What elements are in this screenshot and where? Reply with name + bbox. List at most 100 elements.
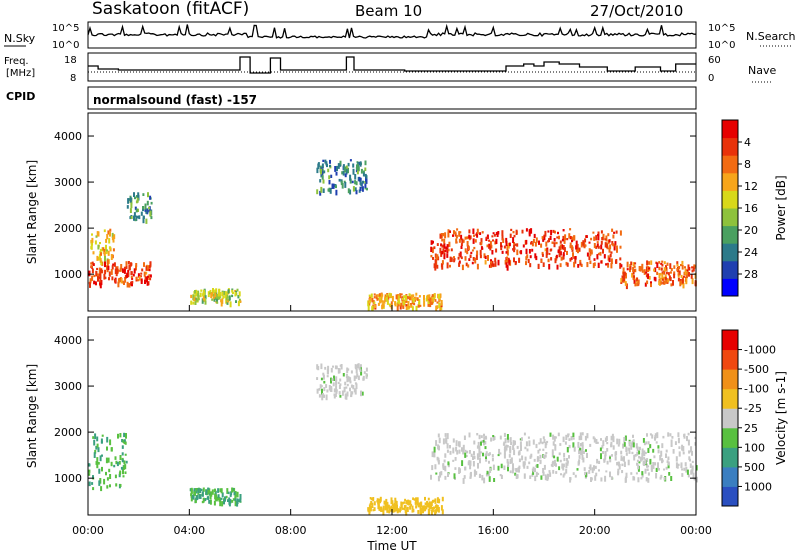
data-cell (232, 291, 234, 294)
data-cell (327, 168, 330, 173)
data-cell (628, 447, 631, 451)
data-cell (433, 451, 436, 458)
time-tick-label: 12:00 (376, 524, 408, 537)
data-cell (686, 269, 689, 272)
data-cell (626, 261, 629, 268)
data-cell (120, 264, 123, 269)
data-cell (597, 262, 600, 268)
data-cell (600, 453, 602, 460)
data-cell (108, 246, 111, 250)
data-cell (684, 268, 687, 275)
data-cell (542, 238, 545, 242)
data-cell (114, 456, 117, 460)
data-cell (410, 503, 413, 507)
data-cell (356, 363, 359, 369)
data-cell (534, 241, 537, 247)
data-cell (480, 435, 483, 439)
data-cell (97, 462, 100, 465)
data-cell (586, 433, 589, 439)
data-cell (231, 500, 234, 503)
data-cell (543, 455, 546, 459)
data-cell (680, 281, 683, 285)
data-cell (96, 255, 99, 261)
data-cell (339, 164, 342, 167)
data-cell (646, 468, 649, 471)
data-cell (569, 258, 572, 262)
data-cell (349, 380, 352, 384)
data-cell (563, 239, 566, 244)
data-cell (476, 433, 479, 436)
data-cell (129, 262, 132, 267)
data-cell (691, 278, 694, 285)
data-cell (624, 281, 627, 286)
data-cell (546, 249, 548, 256)
data-cell (479, 457, 481, 464)
data-cell (227, 491, 230, 495)
data-cell (473, 234, 475, 237)
data-cell (494, 261, 497, 267)
data-cell (393, 504, 395, 509)
data-cell (691, 460, 694, 463)
data-cell (464, 248, 467, 253)
data-cell (465, 262, 468, 267)
data-cell (427, 301, 430, 307)
data-cell (123, 439, 126, 442)
data-cell (690, 447, 692, 453)
data-cell (514, 440, 516, 445)
data-cell (525, 256, 528, 261)
data-cell (121, 268, 124, 271)
data-cell (641, 453, 644, 458)
data-cell (236, 288, 239, 292)
data-cell (104, 269, 107, 275)
data-cell (581, 432, 584, 436)
data-cell (326, 368, 329, 375)
data-cell (662, 435, 665, 439)
data-cell (676, 263, 679, 267)
freq-left-tick-bottom: 8 (70, 73, 76, 84)
data-cell (194, 499, 197, 503)
data-cell (632, 262, 635, 267)
data-cell (543, 464, 546, 470)
data-cell (142, 216, 145, 219)
data-cell (635, 472, 638, 475)
data-cell (397, 295, 400, 300)
data-cell (440, 300, 443, 306)
data-cell (418, 295, 421, 298)
data-cell (458, 468, 461, 471)
data-cell (646, 458, 649, 462)
data-cell (455, 238, 458, 244)
data-cell (690, 274, 693, 279)
data-cell (395, 508, 397, 512)
data-cell (419, 304, 422, 307)
range-tick-label: 2000 (54, 222, 82, 235)
data-cell (129, 216, 132, 220)
data-cell (334, 166, 337, 172)
data-cell (411, 505, 414, 510)
data-cell (560, 473, 562, 476)
data-cell (119, 455, 122, 460)
data-cell (197, 295, 200, 300)
data-cell (565, 462, 568, 469)
data-cell (681, 444, 684, 451)
data-cell (549, 472, 552, 477)
data-cell (576, 243, 579, 250)
data-cell (506, 445, 509, 448)
data-cell (534, 468, 536, 472)
data-cell (495, 248, 498, 253)
data-cell (349, 178, 352, 184)
data-cell (595, 439, 598, 444)
data-cell (93, 280, 96, 285)
data-cell (365, 178, 368, 184)
data-cell (548, 263, 551, 270)
data-cell (608, 239, 611, 243)
data-cell (559, 251, 562, 256)
data-cell (321, 163, 324, 169)
data-cell (108, 468, 111, 473)
data-cell (663, 468, 665, 471)
data-cell (680, 464, 683, 468)
data-cell (124, 441, 127, 445)
data-cell (478, 434, 481, 440)
data-cell (455, 234, 458, 239)
data-cell (454, 231, 457, 235)
